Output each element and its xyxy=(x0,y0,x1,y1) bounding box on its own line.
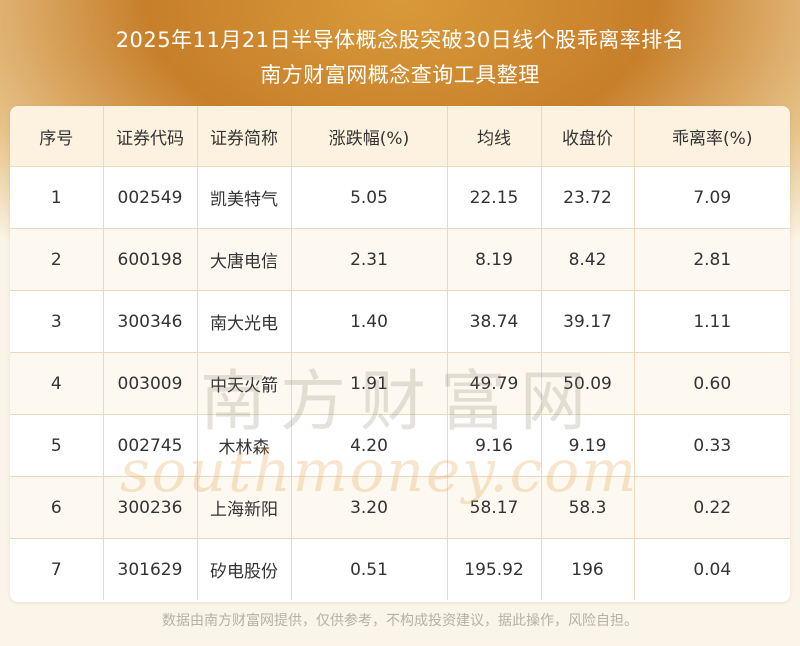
cell-close: 58.3 xyxy=(541,476,635,539)
cell-change: 3.20 xyxy=(291,476,448,539)
cell-ma: 22.15 xyxy=(447,166,542,229)
cell-name: 凯美特气 xyxy=(197,166,292,229)
page-subtitle: 南方财富网概念查询工具整理 xyxy=(260,63,540,87)
cell-code: 300236 xyxy=(103,476,198,539)
page-title: 2025年11月21日半导体概念股突破30日线个股乖离率排名 xyxy=(115,28,685,52)
cell-bias: 2.81 xyxy=(634,228,790,291)
cell-ma: 58.17 xyxy=(447,476,542,539)
header-name: 证券简称 xyxy=(197,106,292,167)
cell-index: 2 xyxy=(10,228,104,291)
cell-ma: 38.74 xyxy=(447,290,542,353)
cell-index: 1 xyxy=(10,166,104,229)
cell-index: 4 xyxy=(10,352,104,415)
cell-bias: 1.11 xyxy=(634,290,790,353)
cell-code: 002745 xyxy=(103,414,198,477)
table-header-row: 序号 证券代码 证券简称 涨跌幅(%) 均线 收盘价 乖离率(%) xyxy=(10,106,790,167)
cell-change: 2.31 xyxy=(291,228,448,291)
header-bias: 乖离率(%) xyxy=(634,106,790,167)
cell-name: 矽电股份 xyxy=(197,538,292,600)
cell-name: 中天火箭 xyxy=(197,352,292,415)
cell-name: 木林森 xyxy=(197,414,292,477)
table-row: 3 300346 南大光电 1.40 38.74 39.17 1.11 xyxy=(10,290,790,353)
cell-name: 大唐电信 xyxy=(197,228,292,291)
cell-code: 301629 xyxy=(103,538,198,600)
header-change: 涨跌幅(%) xyxy=(291,106,448,167)
cell-code: 002549 xyxy=(103,166,198,229)
cell-code: 003009 xyxy=(103,352,198,415)
cell-ma: 9.16 xyxy=(447,414,542,477)
cell-bias: 7.09 xyxy=(634,166,790,229)
cell-close: 50.09 xyxy=(541,352,635,415)
cell-name: 南大光电 xyxy=(197,290,292,353)
cell-bias: 0.33 xyxy=(634,414,790,477)
cell-close: 8.42 xyxy=(541,228,635,291)
cell-bias: 0.22 xyxy=(634,476,790,539)
cell-ma: 195.92 xyxy=(447,538,542,600)
table-row: 6 300236 上海新阳 3.20 58.17 58.3 0.22 xyxy=(10,476,790,539)
table-row: 1 002549 凯美特气 5.05 22.15 23.72 7.09 xyxy=(10,166,790,229)
header-code: 证券代码 xyxy=(103,106,198,167)
cell-ma: 8.19 xyxy=(447,228,542,291)
cell-close: 9.19 xyxy=(541,414,635,477)
cell-bias: 0.60 xyxy=(634,352,790,415)
table-row: 7 301629 矽电股份 0.51 195.92 196 0.04 xyxy=(10,538,790,600)
data-table-card: 序号 证券代码 证券简称 涨跌幅(%) 均线 收盘价 乖离率(%) 1 0025… xyxy=(10,106,790,602)
table-row: 4 003009 中天火箭 1.91 49.79 50.09 0.60 xyxy=(10,352,790,415)
table-row: 2 600198 大唐电信 2.31 8.19 8.42 2.81 xyxy=(10,228,790,291)
cell-index: 3 xyxy=(10,290,104,353)
cell-change: 4.20 xyxy=(291,414,448,477)
cell-name: 上海新阳 xyxy=(197,476,292,539)
cell-change: 5.05 xyxy=(291,166,448,229)
disclaimer-footer: 数据由南方财富网提供，仅供参考，不构成投资建议，据此操作，风险自担。 xyxy=(162,613,638,629)
header-ma: 均线 xyxy=(447,106,542,167)
header-close: 收盘价 xyxy=(541,106,635,167)
cell-change: 1.40 xyxy=(291,290,448,353)
cell-index: 6 xyxy=(10,476,104,539)
cell-close: 196 xyxy=(541,538,635,600)
header-index: 序号 xyxy=(10,106,104,167)
cell-index: 7 xyxy=(10,538,104,600)
cell-ma: 49.79 xyxy=(447,352,542,415)
stock-table: 序号 证券代码 证券简称 涨跌幅(%) 均线 收盘价 乖离率(%) 1 0025… xyxy=(10,106,790,600)
table-row: 5 002745 木林森 4.20 9.16 9.19 0.33 xyxy=(10,414,790,477)
cell-change: 0.51 xyxy=(291,538,448,600)
cell-code: 300346 xyxy=(103,290,198,353)
cell-index: 5 xyxy=(10,414,104,477)
cell-close: 39.17 xyxy=(541,290,635,353)
cell-bias: 0.04 xyxy=(634,538,790,600)
cell-change: 1.91 xyxy=(291,352,448,415)
cell-close: 23.72 xyxy=(541,166,635,229)
cell-code: 600198 xyxy=(103,228,198,291)
